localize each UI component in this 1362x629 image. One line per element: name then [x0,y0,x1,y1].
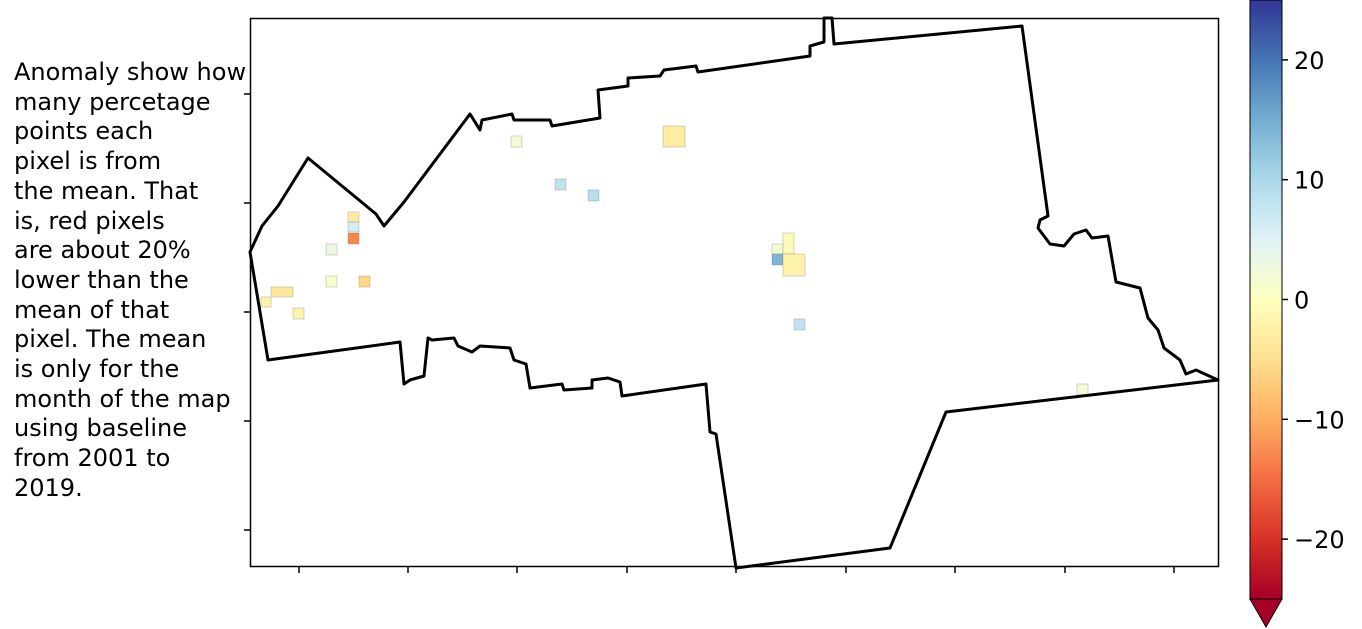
map-annotation: Anomaly show how many percetage points e… [14,58,247,502]
colorbar-tick-label-3: −10 [1294,406,1345,434]
pixel-w-3 [347,221,360,233]
colorbar-ticks: 20 10 0 −10 −20 [1282,47,1345,554]
pixel-w-8 [347,211,360,223]
axis-ticks [244,93,1175,573]
pixel-w-2 [270,286,294,298]
pixel-w-4 [347,232,360,245]
pixel-e-1 [771,243,784,255]
pixel-c-1 [554,178,567,191]
colorbar-extend-arrow [1249,598,1283,629]
pixel-c-2 [587,189,600,202]
pixel-w-6 [325,275,338,288]
colorbar-tick-label-0: 20 [1294,47,1325,75]
anomaly-map [244,16,1220,573]
map-frame [249,17,1220,568]
pixel-se-1 [1076,383,1089,396]
pixel-w-7 [358,275,371,288]
pixel-e-2 [771,253,784,266]
colorbar-tick-label-4: −20 [1294,526,1345,554]
pixel-w-9 [292,307,305,320]
pixel-e-3 [782,232,795,255]
pixel-n-2 [662,125,686,148]
region-boundary [248,16,1220,570]
pixel-w-5 [325,243,338,256]
colorbar-tick-label-1: 10 [1294,167,1325,195]
colorbar-gradient [1249,0,1283,600]
colorbar-tick-label-2: 0 [1294,287,1309,315]
pixel-e-5 [793,318,806,331]
colorbar: 20 10 0 −10 −20 [1249,0,1345,629]
anomaly-pixels [260,125,1089,396]
pixel-e-4 [782,253,806,277]
pixel-w-1 [260,296,272,308]
pixel-n-1 [510,135,523,148]
